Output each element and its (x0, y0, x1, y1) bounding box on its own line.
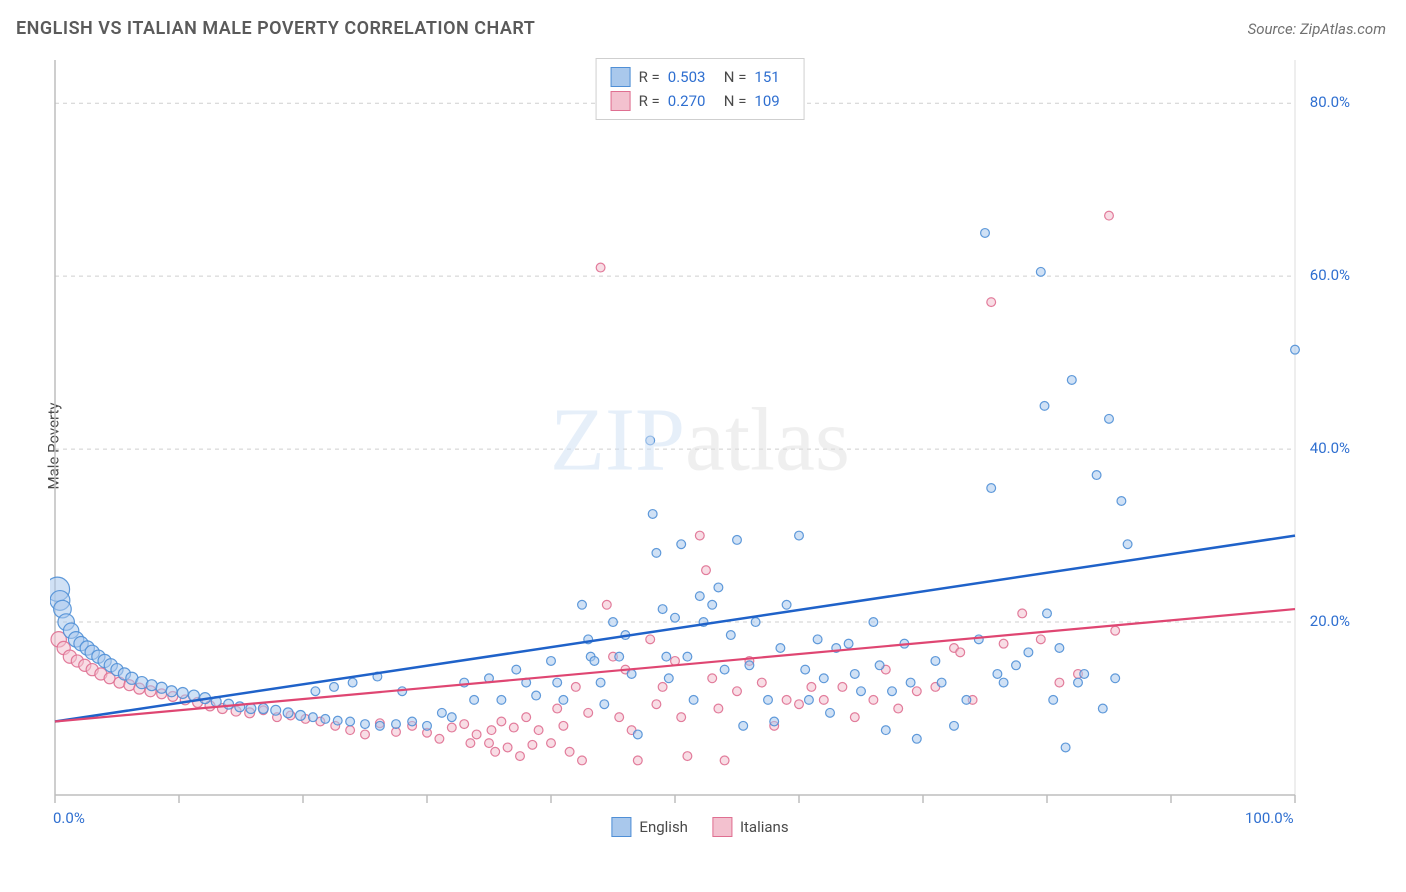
swatch-italians (712, 817, 732, 837)
y-tick-label: 60.0% (1295, 266, 1350, 284)
r-value-english: 0.503 (668, 65, 716, 89)
legend-item-english: English (611, 817, 688, 837)
legend-label-italians: Italians (740, 818, 789, 836)
swatch-english (611, 67, 631, 87)
legend-correlation: R = 0.503 N = 151 R = 0.270 N = 109 (596, 58, 805, 120)
n-label: N = (724, 89, 747, 113)
chart-title: ENGLISH VS ITALIAN MALE POVERTY CORRELAT… (16, 18, 535, 39)
legend-row-english: R = 0.503 N = 151 (611, 65, 790, 89)
n-value-italians: 109 (754, 89, 789, 113)
source-attribution: Source: ZipAtlas.com (1248, 20, 1386, 38)
plot-svg (50, 55, 1350, 835)
legend-series: English Italians (601, 817, 798, 837)
n-value-english: 151 (754, 65, 789, 89)
correlation-chart: ZIPatlas R = 0.503 N = 151 R = 0.270 N =… (50, 55, 1350, 835)
y-tick-label: 40.0% (1295, 439, 1350, 457)
x-tick-label: 100.0% (1245, 809, 1294, 827)
r-label: R = (639, 89, 660, 113)
legend-item-italians: Italians (712, 817, 789, 837)
x-tick-label: 0.0% (53, 809, 85, 827)
r-label: R = (639, 65, 660, 89)
n-label: N = (724, 65, 747, 89)
legend-row-italians: R = 0.270 N = 109 (611, 89, 790, 113)
legend-label-english: English (639, 818, 688, 836)
r-value-italians: 0.270 (668, 89, 716, 113)
swatch-italians (611, 91, 631, 111)
y-tick-label: 20.0% (1295, 612, 1350, 630)
y-tick-label: 80.0% (1295, 93, 1350, 111)
swatch-english (611, 817, 631, 837)
